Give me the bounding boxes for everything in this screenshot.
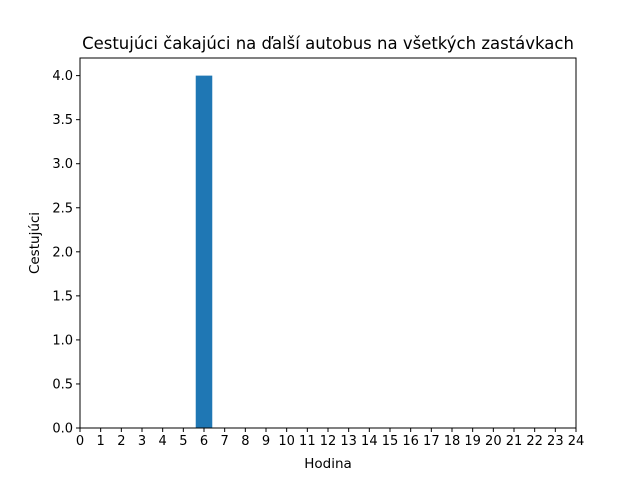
x-tick-label: 17 xyxy=(423,434,440,449)
y-tick-label: 0.0 xyxy=(52,422,73,437)
x-tick-label: 23 xyxy=(547,434,564,449)
x-tick-label: 15 xyxy=(382,434,399,449)
x-tick-label: 19 xyxy=(464,434,481,449)
x-tick-label: 18 xyxy=(444,434,461,449)
x-axis-ticks: 0 1 2 3 4 5 6 7 8 9 10 11 12 13 14 15 16 17 18 19 20 21 22 23 24 xyxy=(76,428,584,449)
bar-hour-6 xyxy=(195,75,213,428)
x-tick-label: 13 xyxy=(340,434,357,449)
x-axis-label: Hodina xyxy=(304,456,352,472)
x-tick-label: 3 xyxy=(138,434,146,449)
y-tick-label: 1.5 xyxy=(52,289,73,304)
y-tick-label: 1.0 xyxy=(52,333,73,348)
x-tick-label: 20 xyxy=(485,434,502,449)
x-tick-label: 5 xyxy=(179,434,187,449)
axes-frame xyxy=(79,57,577,429)
x-tick-label: 22 xyxy=(526,434,543,449)
x-tick-label: 6 xyxy=(200,434,208,449)
x-tick-label: 14 xyxy=(361,434,378,449)
x-tick-label: 9 xyxy=(262,434,270,449)
y-axis-label: Cestujúci xyxy=(27,212,43,274)
y-tick-label: 0.5 xyxy=(52,377,73,392)
y-tick-label: 3.0 xyxy=(52,157,73,172)
y-tick-label: 2.0 xyxy=(52,245,73,260)
plot-area xyxy=(79,57,577,429)
x-tick-label: 24 xyxy=(568,434,585,449)
x-tick-label: 10 xyxy=(278,434,295,449)
x-tick-label: 21 xyxy=(506,434,523,449)
x-tick-label: 7 xyxy=(221,434,229,449)
x-tick-label: 0 xyxy=(76,434,84,449)
y-tick-label: 3.5 xyxy=(52,113,73,128)
x-tick-label: 8 xyxy=(241,434,249,449)
y-axis-ticks: 0.0 0.5 1.0 1.5 2.0 2.5 3.0 3.5 4.0 xyxy=(52,69,80,437)
x-tick-label: 2 xyxy=(117,434,125,449)
x-tick-label: 4 xyxy=(159,434,167,449)
x-tick-label: 12 xyxy=(320,434,337,449)
x-tick-label: 16 xyxy=(402,434,419,449)
y-tick-label: 2.5 xyxy=(52,201,73,216)
chart-title: Cestujúci čakajúci na ďalší autobus na v… xyxy=(82,34,574,53)
x-tick-label: 1 xyxy=(97,434,105,449)
bars-group xyxy=(195,75,213,428)
x-tick-label: 11 xyxy=(299,434,316,449)
y-tick-label: 4.0 xyxy=(52,69,73,84)
